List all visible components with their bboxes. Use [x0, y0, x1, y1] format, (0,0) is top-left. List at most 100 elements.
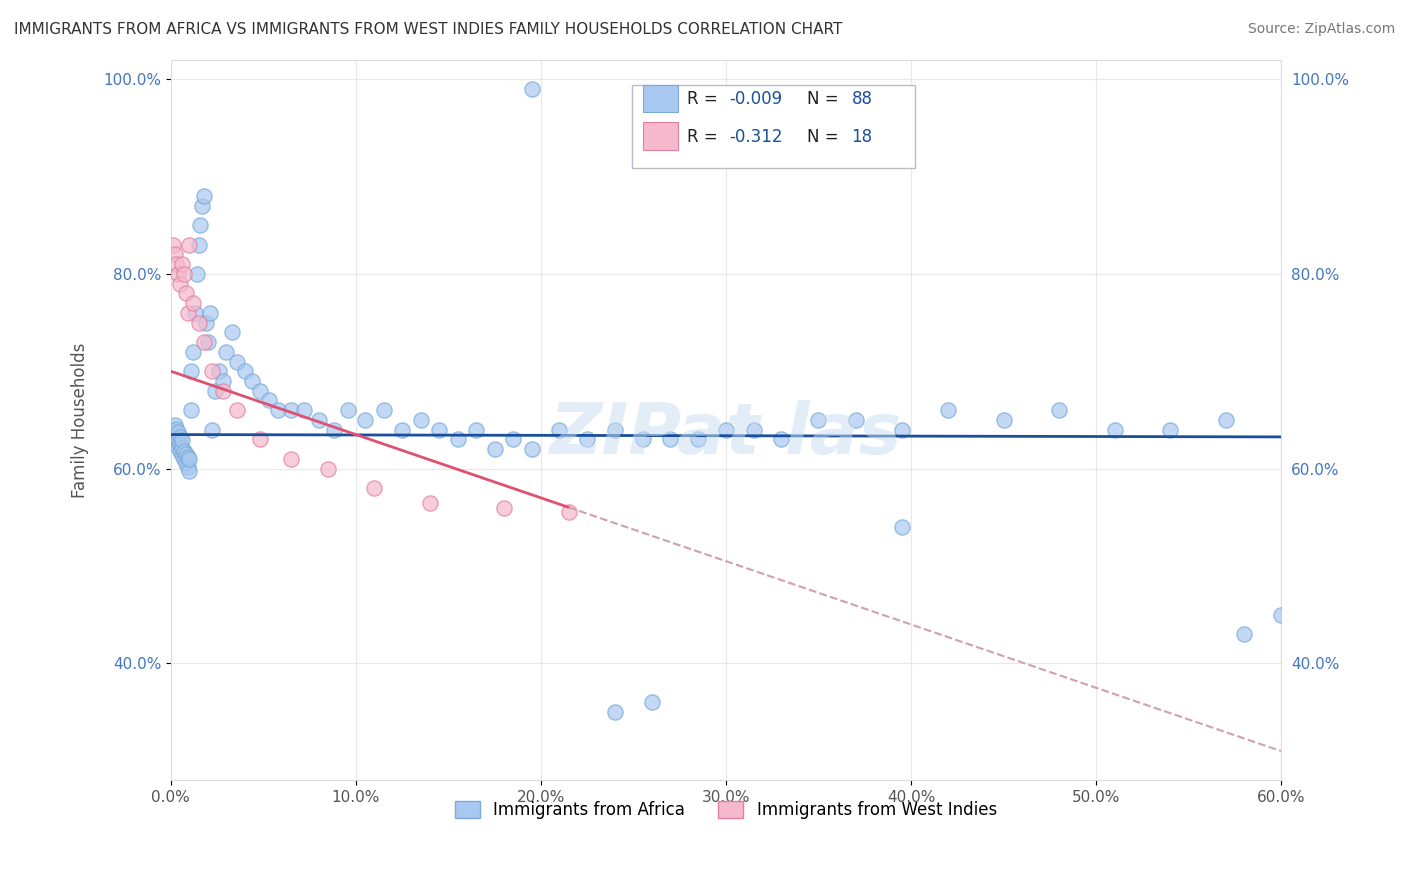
Text: -0.009: -0.009	[730, 90, 782, 108]
Point	[659, 433, 682, 447]
Text: R =: R =	[688, 128, 728, 145]
Point	[391, 423, 413, 437]
Point	[714, 423, 737, 437]
Point	[520, 82, 543, 96]
Point	[548, 423, 571, 437]
Point	[502, 433, 524, 447]
Bar	[643, 85, 678, 112]
Point	[249, 384, 271, 398]
Point	[211, 384, 233, 398]
Point	[520, 442, 543, 457]
Point	[163, 425, 186, 439]
Point	[280, 451, 302, 466]
Point	[169, 429, 191, 443]
Point	[465, 423, 488, 437]
Point	[807, 413, 830, 427]
Point	[163, 430, 186, 444]
Point	[770, 433, 793, 447]
Text: R =: R =	[688, 90, 723, 108]
Point	[337, 403, 360, 417]
Point	[187, 316, 209, 330]
Point	[322, 423, 344, 437]
Y-axis label: Family Households: Family Households	[72, 343, 89, 498]
Point	[233, 364, 256, 378]
Point	[176, 450, 198, 464]
Point	[181, 296, 204, 310]
Point	[174, 286, 197, 301]
Point	[167, 440, 190, 454]
Point	[162, 427, 184, 442]
Point	[308, 413, 330, 427]
Point	[200, 364, 222, 378]
Point	[215, 344, 238, 359]
Point	[1233, 627, 1256, 641]
Text: 88: 88	[852, 90, 873, 108]
Text: IMMIGRANTS FROM AFRICA VS IMMIGRANTS FROM WEST INDIES FAMILY HOUSEHOLDS CORRELAT: IMMIGRANTS FROM AFRICA VS IMMIGRANTS FRO…	[14, 22, 842, 37]
Point	[174, 456, 197, 470]
Point	[226, 403, 249, 417]
Text: -0.312: -0.312	[730, 128, 783, 145]
Text: N =: N =	[807, 128, 844, 145]
Point	[193, 189, 215, 203]
Point	[181, 344, 204, 359]
Point	[179, 237, 201, 252]
Text: 18: 18	[852, 128, 873, 145]
Point	[484, 442, 506, 457]
Point	[187, 237, 209, 252]
Point	[603, 705, 626, 719]
Point	[165, 257, 187, 271]
Point	[195, 316, 218, 330]
Point	[170, 434, 193, 448]
Point	[165, 434, 187, 449]
Point	[180, 364, 202, 378]
Point	[890, 423, 912, 437]
Point	[170, 257, 193, 271]
Point	[163, 247, 186, 261]
Point	[409, 413, 432, 427]
Point	[200, 423, 222, 437]
Point	[176, 306, 198, 320]
Point	[193, 334, 215, 349]
Point	[249, 433, 271, 447]
Point	[169, 277, 191, 291]
Point	[890, 520, 912, 534]
Text: ZIPat las: ZIPat las	[550, 400, 903, 469]
Point	[221, 326, 243, 340]
Point	[211, 374, 233, 388]
Bar	[643, 122, 678, 150]
Point	[688, 433, 710, 447]
Point	[316, 461, 339, 475]
Point	[191, 199, 214, 213]
Point	[184, 306, 207, 320]
Point	[1159, 423, 1181, 437]
Point	[1047, 403, 1070, 417]
Point	[419, 496, 441, 510]
Point	[179, 451, 201, 466]
Point	[1104, 423, 1126, 437]
Point	[169, 437, 191, 451]
Point	[427, 423, 450, 437]
Point	[165, 422, 187, 436]
Point	[492, 500, 515, 515]
Text: Source: ZipAtlas.com: Source: ZipAtlas.com	[1247, 22, 1395, 37]
Point	[173, 267, 195, 281]
Point	[204, 384, 226, 398]
Point	[1270, 607, 1292, 622]
Point	[162, 423, 184, 437]
Point	[167, 267, 190, 281]
Point	[373, 403, 395, 417]
Point	[186, 267, 208, 281]
Text: N =: N =	[807, 90, 844, 108]
Point	[354, 413, 377, 427]
Point	[197, 334, 219, 349]
Point	[292, 403, 315, 417]
Point	[1215, 413, 1237, 427]
Point	[603, 423, 626, 437]
Point	[447, 433, 470, 447]
Point	[165, 427, 187, 442]
Point	[993, 413, 1015, 427]
Point	[174, 447, 197, 461]
Point	[170, 441, 193, 455]
Point	[169, 444, 191, 458]
Point	[176, 459, 198, 474]
